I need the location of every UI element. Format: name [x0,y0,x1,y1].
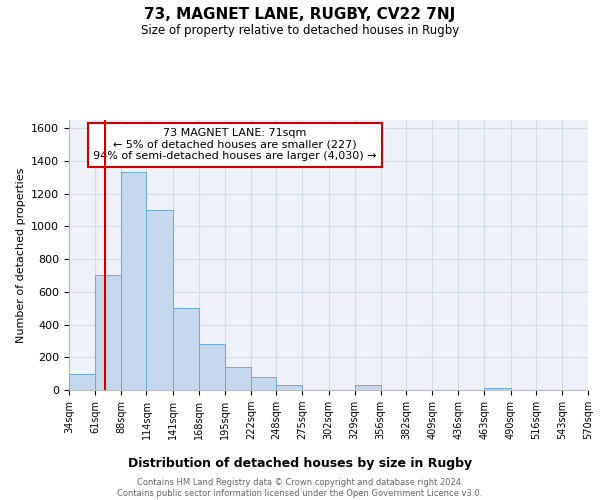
Text: 73, MAGNET LANE, RUGBY, CV22 7NJ: 73, MAGNET LANE, RUGBY, CV22 7NJ [145,8,455,22]
Bar [225,367,251,390]
Text: Distribution of detached houses by size in Rugby: Distribution of detached houses by size … [128,458,472,470]
Y-axis label: Number of detached properties: Number of detached properties [16,168,26,342]
Bar [251,377,276,390]
Bar [69,374,95,390]
Text: Size of property relative to detached houses in Rugby: Size of property relative to detached ho… [141,24,459,37]
Bar [355,385,381,390]
Bar [121,172,146,390]
Text: Contains HM Land Registry data © Crown copyright and database right 2024.
Contai: Contains HM Land Registry data © Crown c… [118,478,482,498]
Bar [146,210,173,390]
Bar [199,344,225,390]
Bar [95,276,121,390]
Bar [173,308,199,390]
Text: 73 MAGNET LANE: 71sqm
← 5% of detached houses are smaller (227)
94% of semi-deta: 73 MAGNET LANE: 71sqm ← 5% of detached h… [94,128,377,162]
Bar [484,388,511,390]
Bar [276,385,302,390]
